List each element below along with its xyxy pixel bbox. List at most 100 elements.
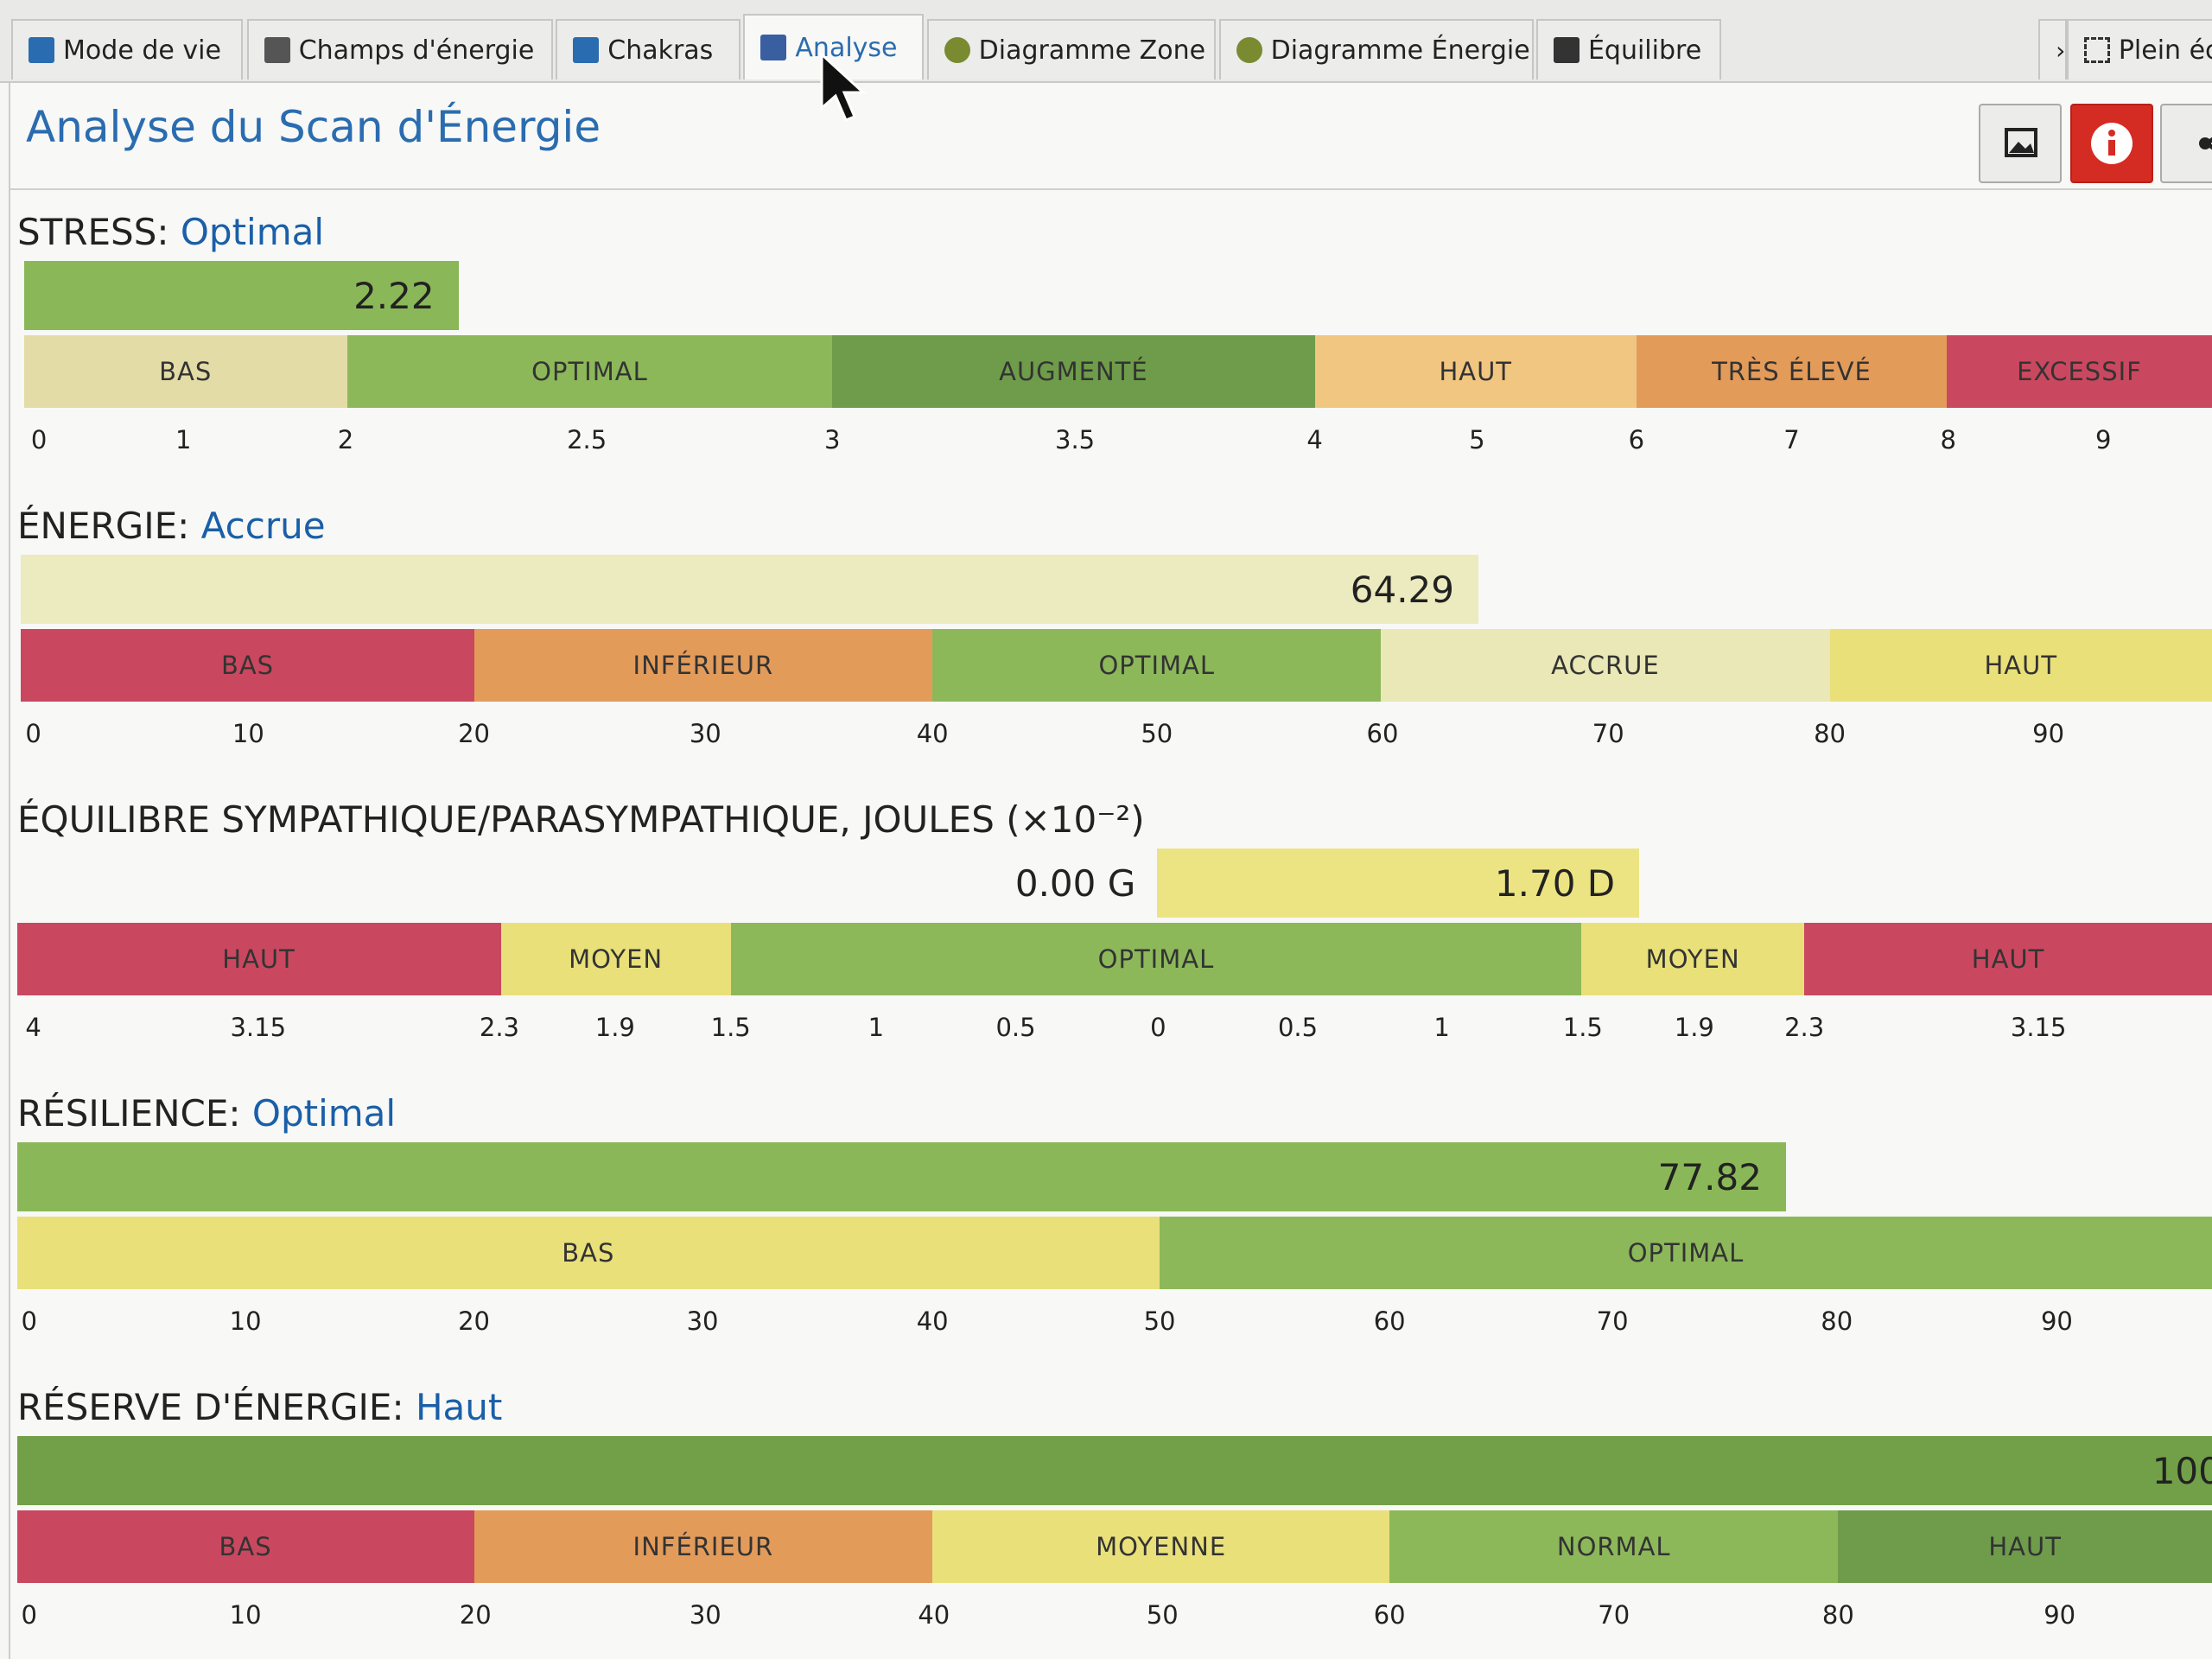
fullscreen-tab[interactable]: Plein écr [2066, 19, 2212, 79]
tick-label: 60 [1373, 1306, 1406, 1336]
tick-label: 80 [1814, 719, 1846, 748]
info-button[interactable] [2070, 104, 2153, 183]
tick-label: 1.5 [710, 1013, 751, 1042]
share-icon [2199, 137, 2212, 150]
tick-label: 0.5 [1277, 1013, 1319, 1042]
zone: INFÉRIEUR [474, 629, 933, 702]
tick-label: 0 [25, 719, 41, 748]
tick-label: 60 [1373, 1600, 1406, 1630]
value-bar: 100. [16, 1436, 2212, 1505]
section-status: Haut [415, 1386, 503, 1428]
tab[interactable]: Équilibre [1535, 19, 1721, 79]
info-icon [2091, 123, 2133, 164]
tick-label: 70 [1598, 1600, 1630, 1630]
tick-label: 1 [175, 425, 192, 454]
tab-icon [264, 37, 290, 63]
page-title: Analyse du Scan d'Énergie [26, 102, 601, 152]
section-label: STRESS: Optimal [17, 211, 324, 253]
zone: OPTIMAL [730, 923, 1582, 995]
section-status: Optimal [251, 1092, 397, 1135]
divider [9, 188, 2212, 190]
image-button[interactable] [1979, 104, 2062, 183]
tick-label: 1 [868, 1013, 885, 1042]
tab-icon [1553, 37, 1580, 63]
tick-label: 0 [1150, 1013, 1166, 1042]
tick-label: 1 [1433, 1013, 1450, 1042]
section-title: ÉNERGIE: [17, 505, 190, 547]
tick-label: 10 [229, 1600, 262, 1630]
tick-label: 1.5 [1562, 1013, 1603, 1042]
tick-label: 50 [1143, 1306, 1176, 1336]
value-bar: 77.82 [16, 1142, 1786, 1211]
section-label: ÉQUILIBRE SYMPATHIQUE/PARASYMPATHIQUE, J… [17, 798, 1145, 841]
tab-label: Champs d'énergie [298, 35, 535, 66]
tick-label: 2 [337, 425, 354, 454]
tick-label: 20 [458, 1306, 491, 1336]
value-bar: 1.70 D [1156, 849, 1640, 918]
tick-label: 0.5 [995, 1013, 1036, 1042]
tick-label: 60 [1366, 719, 1399, 748]
tick-label: 0 [30, 425, 48, 454]
tick-label: 2.5 [567, 425, 607, 454]
share-button[interactable] [2160, 104, 2212, 183]
tick-label: 20 [458, 719, 491, 748]
zone: HAUT [1804, 923, 2212, 995]
zone: MOYEN [500, 923, 731, 995]
tick-label: 2.3 [1784, 1013, 1825, 1042]
zone: BAS [16, 1217, 1160, 1289]
section-status: Accrue [200, 505, 326, 547]
tick-label: 30 [689, 719, 721, 748]
zone: OPTIMAL [346, 335, 833, 408]
tick-label: 9 [2095, 425, 2112, 454]
section-status: Optimal [180, 211, 325, 253]
tick-label: 4 [1306, 425, 1323, 454]
tick-label: 3 [824, 425, 841, 454]
tab-label: Équilibre [1587, 35, 1702, 66]
value-bar: 2.22 [23, 261, 459, 330]
image-icon [2005, 128, 2037, 157]
tab-icon [573, 37, 600, 63]
tick-label: 40 [916, 719, 949, 748]
zone: HAUT [1314, 335, 1637, 408]
tab[interactable]: Mode de vie [11, 19, 243, 79]
zone: BAS [16, 1510, 474, 1583]
tick-label: 90 [2032, 719, 2065, 748]
tab-icon [29, 37, 55, 63]
tick-label: 2.3 [479, 1013, 520, 1042]
tick-label: 8 [1940, 425, 1956, 454]
zone: OPTIMAL [932, 629, 1382, 702]
tick-label: 5 [1469, 425, 1485, 454]
zone: BAS [23, 335, 347, 408]
tick-label: 0 [21, 1600, 37, 1630]
section-label: ÉNERGIE: Accrue [17, 505, 326, 547]
tab[interactable]: Diagramme Zone [926, 19, 1217, 79]
tab-label: Mode de vie [63, 35, 221, 66]
tab[interactable]: Analyse [743, 14, 925, 79]
zone: BAS [21, 629, 474, 702]
zone: HAUT [16, 923, 501, 995]
zone: NORMAL [1389, 1510, 1839, 1583]
zone: OPTIMAL [1160, 1217, 2212, 1289]
tick-label: 6 [1628, 425, 1645, 454]
tick-label: 1.9 [594, 1013, 635, 1042]
tick-label: 3.15 [230, 1013, 287, 1042]
tab[interactable]: Diagramme Énergie [1218, 19, 1534, 79]
tick-label: 40 [916, 1306, 949, 1336]
section-label: RÉSERVE D'ÉNERGIE: Haut [17, 1386, 502, 1428]
zone: AUGMENTÉ [832, 335, 1315, 408]
tick-label: 10 [232, 719, 264, 748]
zone: MOYEN [1581, 923, 1805, 995]
tick-label: 10 [229, 1306, 262, 1336]
zone: MOYENNE [932, 1510, 1390, 1583]
zone: HAUT [1829, 629, 2212, 702]
zone: EXCESSIF [1947, 335, 2212, 408]
value-bar: 64.29 [21, 555, 1478, 624]
tab-scroll-arrow[interactable]: › [2038, 19, 2067, 79]
tab[interactable]: Chakras [556, 19, 741, 79]
tab[interactable]: Champs d'énergie [246, 19, 553, 79]
tick-label: 70 [1596, 1306, 1629, 1336]
tick-label: 3.5 [1055, 425, 1096, 454]
fullscreen-icon [2083, 37, 2110, 63]
zone: INFÉRIEUR [474, 1510, 933, 1583]
